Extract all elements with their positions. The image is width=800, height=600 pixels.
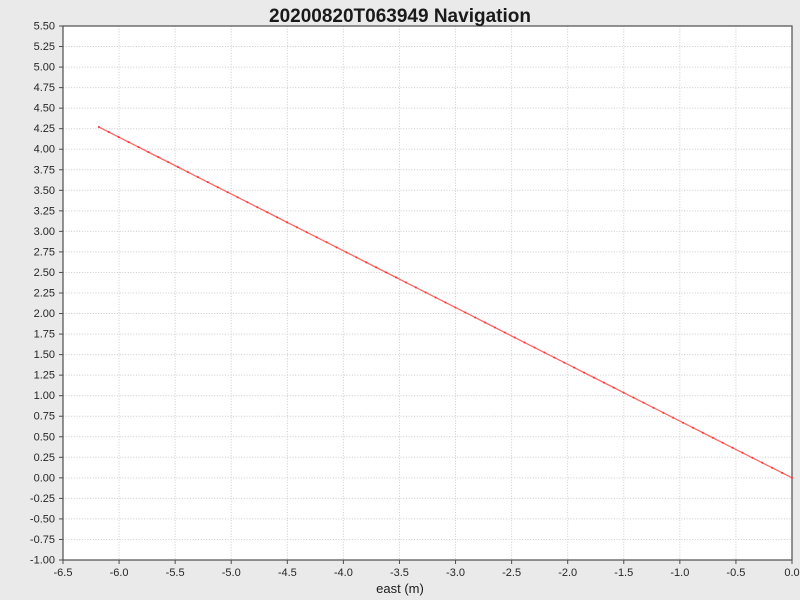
svg-text:1.75: 1.75 [34,329,55,341]
svg-text:-1.0: -1.0 [670,567,689,579]
svg-text:5.25: 5.25 [34,41,55,53]
svg-text:-4.0: -4.0 [334,567,353,579]
svg-text:2.50: 2.50 [34,267,55,279]
svg-text:0.00: 0.00 [34,472,55,484]
svg-text:1.50: 1.50 [34,349,55,361]
svg-text:-0.50: -0.50 [30,513,55,525]
svg-text:-0.75: -0.75 [30,534,55,546]
svg-text:-1.5: -1.5 [614,567,633,579]
svg-text:2.75: 2.75 [34,246,55,258]
svg-text:-5.0: -5.0 [222,567,241,579]
svg-text:5.00: 5.00 [34,62,55,74]
svg-text:-1.00: -1.00 [30,555,55,567]
svg-text:-0.25: -0.25 [30,493,55,505]
svg-text:-5.5: -5.5 [166,567,185,579]
svg-text:3.75: 3.75 [34,164,55,176]
svg-text:4.50: 4.50 [34,103,55,115]
svg-text:-3.5: -3.5 [390,567,409,579]
svg-text:4.25: 4.25 [34,123,55,135]
svg-text:3.50: 3.50 [34,185,55,197]
svg-text:0.50: 0.50 [34,431,55,443]
svg-text:-2.0: -2.0 [558,567,577,579]
svg-text:0.25: 0.25 [34,452,55,464]
svg-text:4.00: 4.00 [34,144,55,156]
svg-text:-2.5: -2.5 [502,567,521,579]
svg-text:0.0: 0.0 [784,567,799,579]
svg-text:1.25: 1.25 [34,370,55,382]
svg-text:2.00: 2.00 [34,308,55,320]
svg-text:4.75: 4.75 [34,82,55,94]
svg-text:-4.5: -4.5 [278,567,297,579]
svg-text:3.00: 3.00 [34,226,55,238]
svg-text:2.25: 2.25 [34,288,55,300]
svg-text:-0.5: -0.5 [726,567,745,579]
svg-text:-3.0: -3.0 [446,567,465,579]
svg-text:3.25: 3.25 [34,205,55,217]
svg-text:1.00: 1.00 [34,390,55,402]
svg-text:-6.0: -6.0 [110,567,129,579]
svg-text:-6.5: -6.5 [54,567,73,579]
svg-text:0.75: 0.75 [34,411,55,423]
